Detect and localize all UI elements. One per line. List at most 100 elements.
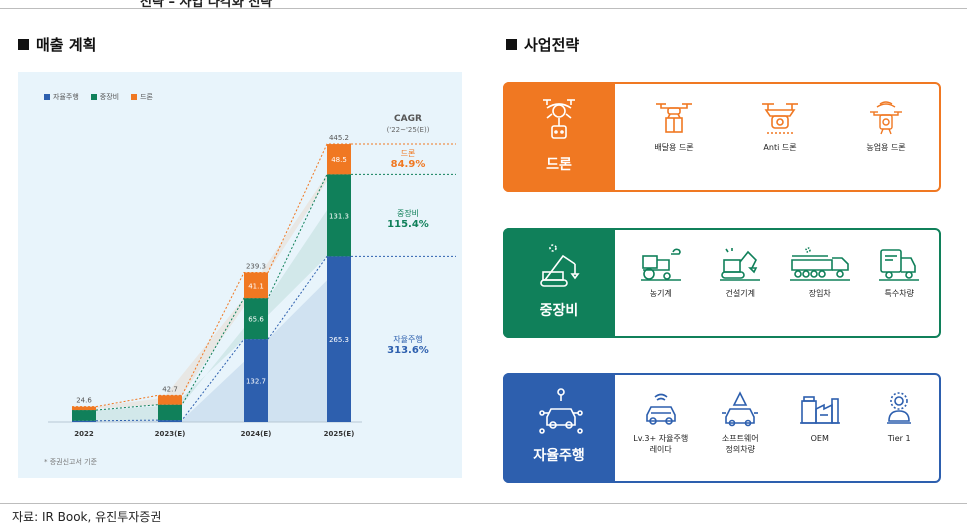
strategy-item-label: 농업용 드론: [866, 143, 906, 152]
cagr-auto-value: 313.6%: [387, 345, 429, 356]
series-band: [72, 256, 351, 422]
bar-segment: [244, 272, 268, 299]
legend-swatch: [90, 94, 97, 100]
loading-truck-icon: [789, 247, 850, 281]
bar-value-label: 48.5: [331, 156, 347, 164]
tractor-icon: [640, 248, 681, 281]
bar-segment: [72, 410, 96, 421]
cagr-drone-value: 84.9%: [390, 159, 426, 170]
legend-swatch: [131, 94, 138, 100]
strategy-item: Lv.3+ 자율주행 레이다: [623, 391, 698, 455]
strategy-item-label: 배달용 드론: [654, 143, 694, 152]
bar-value-label: 131.3: [329, 212, 349, 220]
series-connector-line: [72, 255, 351, 422]
square-bullet-icon: [506, 39, 517, 50]
strategy-item: Tier 1: [862, 391, 937, 444]
cagr-heavy-name: 중장비: [396, 209, 420, 218]
strategy-item: 건설기계: [703, 246, 778, 299]
legend-item-autonomous: 자율주행: [44, 92, 79, 102]
x-tick-label: 2023(E): [155, 430, 186, 438]
radar-car-icon: [645, 393, 676, 425]
top-divider: [0, 8, 967, 9]
strategy-item-label: 건설기계: [725, 289, 755, 298]
strategy-item: Anti 드론: [743, 100, 818, 153]
strategy-head-heavy: 중장비: [503, 228, 615, 338]
strategy-item: 농기계: [623, 246, 698, 299]
strategy-item-label: 농기계: [649, 289, 672, 298]
x-tick-label: 2022: [74, 430, 94, 438]
legend-label: 중장비: [99, 93, 120, 101]
bar-total-label: 24.6: [76, 397, 92, 405]
source-note: 자료: IR Book, 유진투자증권: [12, 510, 162, 524]
legend-label: 드론: [140, 93, 153, 101]
agri-drone-icon: [870, 101, 902, 135]
legend-item-drone: 드론: [131, 92, 153, 102]
bar-total-label: 42.7: [162, 385, 178, 393]
factory-icon: [799, 396, 840, 424]
excavator-icon: [720, 248, 761, 281]
tier1-person-icon: [887, 392, 912, 424]
bar-segment: [72, 406, 96, 411]
software-car-icon: [722, 391, 759, 427]
bar-segment: [327, 256, 351, 422]
x-tick-label: 2025(E): [324, 430, 355, 438]
chart-legend: 자율주행 중장비 드론: [44, 92, 153, 102]
strategy-head-label: 중장비: [539, 303, 579, 319]
bottom-divider: [0, 503, 967, 504]
bar-value-label: 65.6: [248, 316, 264, 324]
bar-segment: [327, 174, 351, 257]
strategy-item-label: 소프트웨어 정의차량: [721, 434, 759, 454]
strategy-item: 농업용 드론: [849, 100, 924, 153]
strategy-head-label: 드론: [546, 157, 572, 173]
strategy-head-drone: 드론: [503, 82, 615, 192]
anti-drone-icon: [762, 103, 798, 134]
strategy-items: 농기계 건설기계: [621, 230, 939, 336]
strategy-item-label: Lv.3+ 자율주행 레이다: [633, 434, 689, 454]
autonomous-car-icon: [539, 388, 583, 434]
bar-segment: [244, 339, 268, 422]
strategy-item: 특수차량: [862, 246, 937, 299]
strategy-items: Lv.3+ 자율주행 레이다 소프트웨어 정의차량: [621, 375, 939, 481]
x-tick-label: 2024(E): [241, 430, 272, 438]
strategy-item: 장입차: [782, 246, 857, 299]
bar-value-label: 265.3: [329, 336, 349, 344]
cagr-auto-name: 자율주행: [393, 335, 423, 344]
bar-segment: [327, 144, 351, 175]
strategy-item-label: 특수차량: [884, 289, 914, 298]
strategy-items: 배달용 드론 Anti 드론: [621, 84, 939, 190]
legend-label: 자율주행: [53, 93, 79, 101]
drone-robot-icon: [543, 99, 575, 139]
bar-total-label: 239.3: [246, 263, 266, 271]
sales-plan-title: 매출 계획: [18, 34, 96, 55]
chart-canvas: 24.6 2022 42.7 2023(E) 132.7 65.6 41.1 239.3 202…: [48, 134, 456, 438]
strategy-item: 소프트웨어 정의차량: [703, 391, 778, 455]
square-bullet-icon: [18, 39, 29, 50]
strategy-item: 배달용 드론: [637, 100, 712, 153]
strategy-head-auto: 자율주행: [503, 373, 615, 483]
strategy-card-autonomous: 자율주행 Lv.3+ 자율주행 레이다: [503, 373, 941, 483]
chart-note: * 증권신고서 기준: [44, 458, 98, 466]
bar-value-label: 41.1: [248, 282, 264, 290]
cagr-drone-name: 드론: [400, 149, 416, 158]
bar-segment: [158, 404, 182, 421]
strategy-item-label: Tier 1: [887, 434, 911, 443]
bar-value-label: 132.7: [246, 378, 266, 386]
strategy-card-drone: 드론 배달용 드론: [503, 82, 941, 192]
sales-plan-chart: 24.6 2022 42.7 2023(E) 132.7 65.6 41.1 239.3 202…: [18, 72, 462, 478]
cagr-title: CAGR: [394, 114, 422, 124]
bar-total-label: 445.2: [329, 134, 349, 142]
page-header-cut: 전략 – 사업 다각화 전략: [140, 0, 273, 10]
strategy-item-label: Anti 드론: [763, 143, 797, 152]
crane-icon: [540, 244, 580, 287]
strategy-card-heavy-equipment: 중장비 농기계: [503, 228, 941, 338]
strategy-item-label: 장입차: [808, 289, 831, 298]
bar-segment: [244, 298, 268, 340]
bar-segment: [158, 420, 182, 422]
strategy-title-text: 사업전략: [524, 36, 580, 54]
strategy-item-label: OEM: [810, 434, 829, 443]
special-vehicle-icon: [879, 249, 920, 281]
legend-item-heavy: 중장비: [90, 92, 120, 102]
cagr-heavy-value: 115.4%: [387, 219, 429, 230]
cagr-period: ('22~'25(E)): [386, 126, 430, 134]
bar-segment: [158, 395, 182, 405]
